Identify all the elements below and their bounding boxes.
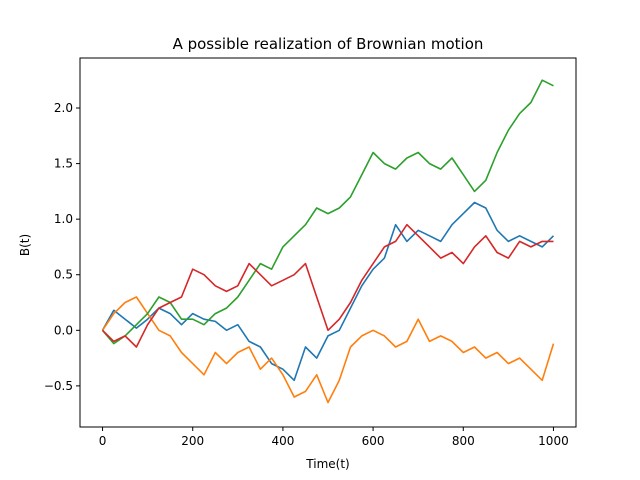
plot-frame xyxy=(79,57,577,428)
y-axis-label: B(t) xyxy=(18,234,32,256)
x-axis: 0 200 400 600 800 1000 xyxy=(99,427,569,448)
y-tick-label: 1.0 xyxy=(54,212,73,226)
series-layer xyxy=(101,79,555,404)
plot-area xyxy=(79,57,577,428)
x-tick-label: 1000 xyxy=(538,434,569,448)
x-tick-label: 400 xyxy=(271,434,294,448)
x-tick-label: 600 xyxy=(362,434,385,448)
y-axis: −0.5 0.0 0.5 1.0 1.5 2.0 xyxy=(44,101,80,393)
y-tick-label: 0.0 xyxy=(54,323,73,337)
x-tick-label: 200 xyxy=(181,434,204,448)
y-tick-label: 0.5 xyxy=(54,268,73,282)
x-tick-label: 0 xyxy=(99,434,107,448)
x-tick-label: 800 xyxy=(452,434,475,448)
x-axis-label: Time(t) xyxy=(305,457,349,471)
series-line-2 xyxy=(101,296,555,404)
y-tick-label: −0.5 xyxy=(44,379,73,393)
y-tick-label: 2.0 xyxy=(54,101,73,115)
chart-title: A possible realization of Brownian motio… xyxy=(173,35,484,53)
y-tick-label: 1.5 xyxy=(54,157,73,171)
series-line-3 xyxy=(101,79,554,345)
series-line-1 xyxy=(101,201,555,382)
series-line-4 xyxy=(101,223,554,348)
